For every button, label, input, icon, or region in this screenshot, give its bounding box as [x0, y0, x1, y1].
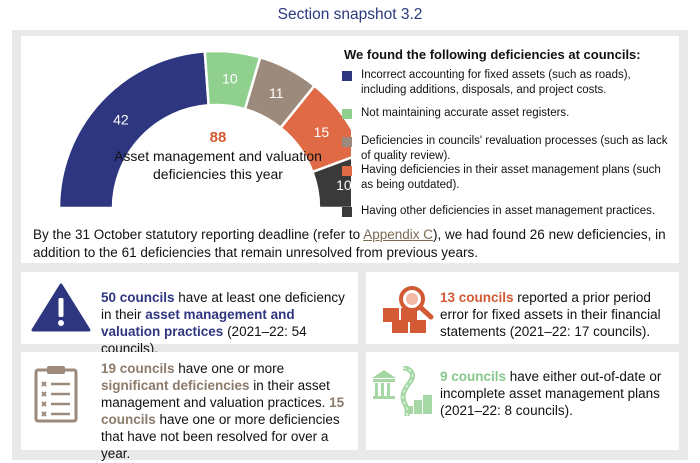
gauge-value-label: 15: [314, 124, 330, 140]
gauge-value-label: 42: [113, 111, 129, 127]
card-significant-text: 19 councils have one or more significant…: [101, 361, 345, 461]
card-prior-period-error: 13 councils reported a prior period erro…: [366, 272, 679, 344]
gauge-value-label: 11: [269, 85, 284, 101]
legend-label: Not maintaining accurate asset registers…: [361, 107, 570, 119]
card-asset-plans: 9 councils have either out-of-date or in…: [366, 352, 679, 450]
card-significant-deficiencies: 19 councils have one or more significant…: [21, 352, 358, 461]
gauge-caption: Asset management and valuation deficienc…: [114, 148, 322, 182]
legend-swatch: [342, 109, 352, 119]
legend-swatch: [342, 137, 352, 147]
magnifier-boxes-icon: [383, 286, 434, 333]
gauge-segment: [278, 83, 351, 174]
card-error-text: 13 councils reported a prior period erro…: [440, 290, 661, 339]
legend-label: Deficiencies in councils' revaluation pr…: [361, 135, 668, 162]
legend-label: Having other deficiencies in asset manag…: [361, 205, 656, 217]
gauge-chart: 42 10 11 15 10: [57, 49, 351, 210]
checklist-icon: [34, 366, 78, 423]
legend-swatch: [342, 71, 352, 81]
summary-text: By the 31 October statutory reporting de…: [33, 227, 666, 260]
legend-title: We found the following deficiencies at c…: [344, 47, 641, 62]
legend-label: Incorrect accounting for fixed assets (s…: [361, 69, 631, 96]
appendix-c-link[interactable]: Appendix C: [363, 227, 433, 242]
gauge-value-label: 10: [336, 177, 351, 193]
card-plans-text: 9 councils have either out-of-date or in…: [440, 369, 662, 418]
gauge-value-label: 10: [222, 71, 238, 87]
legend-swatch: [342, 166, 352, 176]
warning-icon: [31, 283, 91, 332]
legend-swatch: [342, 207, 352, 217]
gauge-total: 88: [209, 129, 227, 146]
section-title: Section snapshot 3.2: [277, 6, 423, 23]
building-road-icon: [372, 366, 432, 417]
card-deficiency-text: 50 councils have at least one deficiency…: [101, 290, 345, 356]
legend-label: Having deficiencies in their asset manag…: [361, 164, 661, 191]
card-deficiency-councils: 50 councils have at least one deficiency…: [21, 272, 358, 356]
chart-panel: 42 10 11 15 10 88 Asset management and valua…: [21, 36, 679, 263]
